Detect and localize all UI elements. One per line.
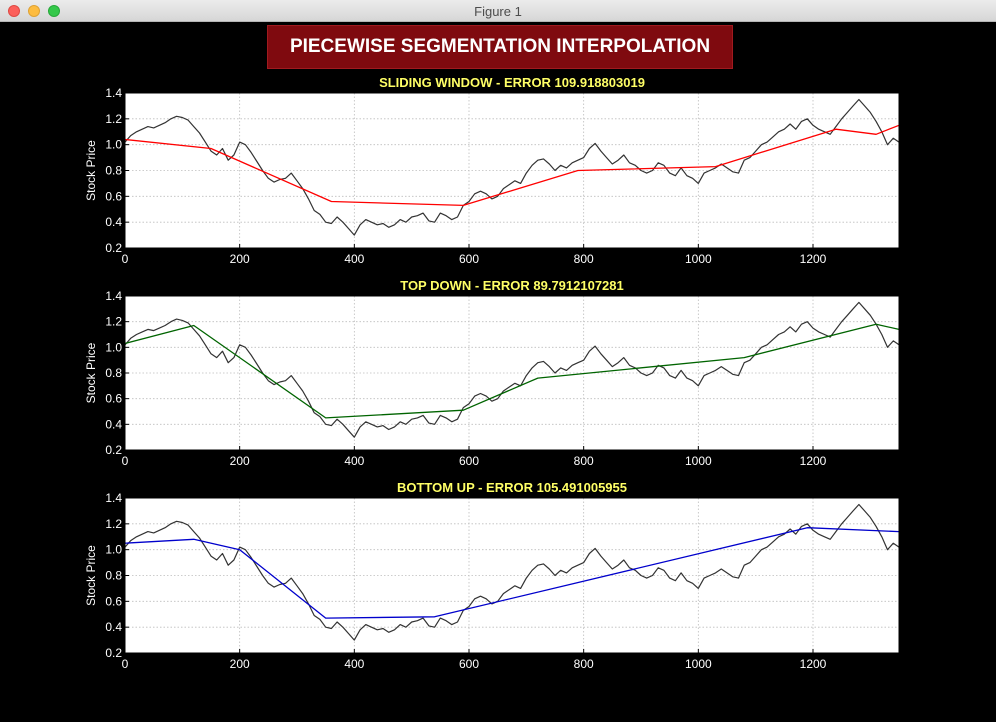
y-tick-label: 1.0: [105, 543, 122, 557]
figure-suptitle: PIECEWISE SEGMENTATION INTERPOLATION: [267, 25, 733, 69]
y-tick-label: 0.2: [105, 443, 122, 457]
x-tick-label: 0: [122, 454, 129, 468]
x-tick-label: 800: [574, 657, 594, 671]
plot-frame: [124, 295, 900, 451]
y-tick-label: 1.2: [105, 517, 122, 531]
y-tick-label: 0.4: [105, 620, 122, 634]
x-tick-label: 0: [122, 252, 129, 266]
segmentation-fit-line: [124, 323, 900, 419]
x-tick-label: 800: [574, 454, 594, 468]
subplot-title: TOP DOWN - ERROR 89.7912107281: [400, 278, 624, 293]
y-tick-label: 0.6: [105, 594, 122, 608]
subplot-title: SLIDING WINDOW - ERROR 109.918803019: [379, 75, 645, 90]
x-tick-label: 0: [122, 657, 129, 671]
segmentation-fit-line: [124, 527, 900, 619]
price-series-line: [124, 503, 900, 641]
y-axis-label: Stock Price: [84, 545, 98, 606]
y-tick-label: 0.8: [105, 366, 122, 380]
segmentation-fit-line: [124, 124, 900, 207]
x-tick-label: 600: [459, 657, 479, 671]
y-tick-label: 0.2: [105, 241, 122, 255]
y-axis-label: Stock Price: [84, 140, 98, 201]
y-tick-label: 1.2: [105, 315, 122, 329]
x-tick-label: 1000: [685, 252, 712, 266]
x-tick-label: 400: [344, 252, 364, 266]
plot-frame: [124, 497, 900, 654]
window-titlebar: Figure 1: [0, 0, 996, 22]
price-series-line: [124, 98, 900, 236]
x-tick-label: 1000: [685, 657, 712, 671]
y-tick-label: 0.2: [105, 646, 122, 660]
y-tick-label: 0.6: [105, 189, 122, 203]
y-tick-label: 1.0: [105, 138, 122, 152]
y-tick-label: 0.4: [105, 215, 122, 229]
x-tick-label: 1200: [800, 657, 827, 671]
zoom-window-button[interactable]: [48, 5, 60, 17]
y-tick-label: 1.2: [105, 112, 122, 126]
x-tick-label: 200: [230, 454, 250, 468]
x-tick-label: 200: [230, 252, 250, 266]
x-tick-label: 800: [574, 252, 594, 266]
close-window-button[interactable]: [8, 5, 20, 17]
y-tick-label: 0.4: [105, 417, 122, 431]
y-tick-label: 1.4: [105, 86, 122, 100]
subplot-title: BOTTOM UP - ERROR 105.491005955: [397, 480, 627, 495]
price-series-line: [124, 301, 900, 438]
y-tick-label: 0.8: [105, 164, 122, 178]
window-title: Figure 1: [474, 4, 522, 19]
y-tick-label: 0.8: [105, 569, 122, 583]
y-tick-label: 1.4: [105, 289, 122, 303]
y-tick-label: 1.0: [105, 340, 122, 354]
x-tick-label: 1200: [800, 252, 827, 266]
x-tick-label: 400: [344, 454, 364, 468]
x-tick-label: 600: [459, 454, 479, 468]
x-tick-label: 200: [230, 657, 250, 671]
x-tick-label: 600: [459, 252, 479, 266]
plot-frame: [124, 92, 900, 249]
y-tick-label: 0.6: [105, 392, 122, 406]
minimize-window-button[interactable]: [28, 5, 40, 17]
y-tick-label: 1.4: [105, 491, 122, 505]
x-tick-label: 1200: [800, 454, 827, 468]
y-axis-label: Stock Price: [84, 342, 98, 403]
x-tick-label: 400: [344, 657, 364, 671]
x-tick-label: 1000: [685, 454, 712, 468]
